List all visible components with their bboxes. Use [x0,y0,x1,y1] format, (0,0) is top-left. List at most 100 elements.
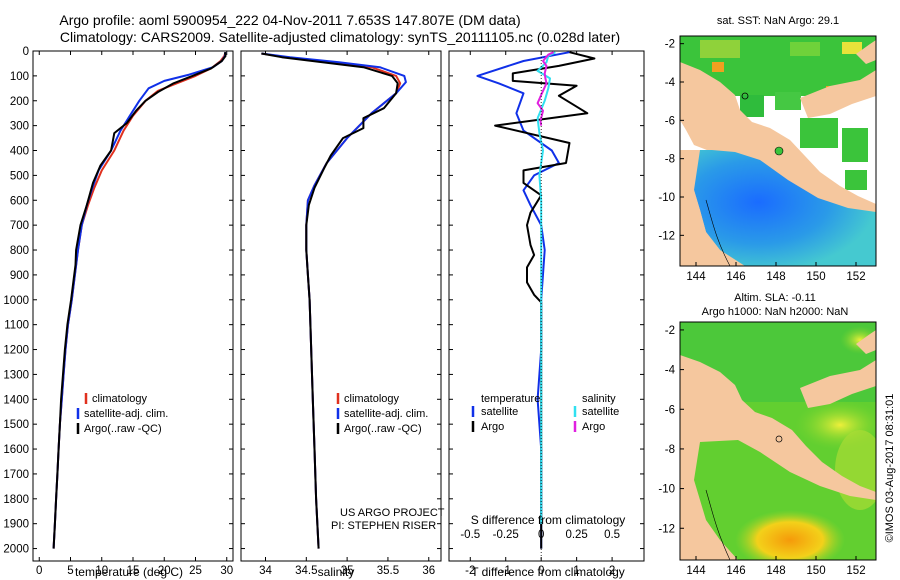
map-y-tick-label: -2 [665,325,675,337]
y-tick-label: 800 [10,245,29,257]
map-y-tick-label: -8 [665,444,675,456]
y-tick-label: 0 [23,46,29,58]
map-x-tick-label: 150 [806,565,825,577]
salinity-series [261,52,407,549]
y-tick-label: 1300 [3,369,29,381]
difference-panel [448,50,645,562]
x-tick-label: 15 [127,565,140,577]
legend-satellite: satellite-adj. clim. [84,408,168,420]
s-difference-title: S difference from climatology [471,513,626,527]
difference-series [476,51,596,561]
s-tick-label: 0.25 [565,529,587,541]
y-tick-label: 700 [10,220,29,232]
sst-map [680,36,876,266]
map-x-tick-label: 144 [686,271,706,283]
s-tick-label: -0.5 [460,529,480,541]
x-tick-label: 0 [538,565,544,577]
map-y-tick-label: -10 [658,484,675,496]
legend-salinity-header: salinity [582,393,616,405]
x-tick-label: 35.5 [377,565,399,577]
x-tick-label: 5 [67,565,73,577]
map-x-tick-label: 152 [846,271,865,283]
x-tick-label: 0 [36,565,42,577]
map-y-tick-label: -12 [658,523,675,535]
y-tick-label: 300 [10,121,29,133]
sla-map [680,322,876,560]
series-line [536,51,555,126]
series-line [494,51,596,549]
salinity-panel [240,50,442,562]
y-tick-label: 900 [10,270,29,282]
map-y-tick-label: -12 [658,230,675,242]
y-tick-label: 2000 [3,544,29,556]
salinity-xlabel: salinity [318,565,355,579]
temperature-xlabel: temperature (deg C) [75,565,183,579]
x-tick-label: 35 [341,565,354,577]
y-tick-label: 1800 [3,494,29,506]
project-label: US ARGO PROJECT [340,507,445,519]
map-y-tick-label: -6 [665,115,675,127]
difference-x-axis: -2 -1 0 1 2 -0.5 -0.25 0 0.25 0.5 [460,51,620,577]
legend-temperature-header: temperature [481,393,540,405]
x-tick-label: 2 [609,565,615,577]
salinity-legend: climatology satellite-adj. clim. Argo(..… [336,393,428,435]
y-tick-label: 1400 [3,394,29,406]
y-tick-label: 1600 [3,444,29,456]
sla-map-title-1: Altim. SLA: -0.11 [734,292,816,304]
map-y-tick-label: -10 [658,192,675,204]
y-tick-label: 1700 [3,469,29,481]
legend-s-satellite: satellite [582,406,619,418]
legend-climatology: climatology [344,393,400,405]
series-line [52,52,227,549]
x-tick-label: 25 [189,565,202,577]
x-tick-label: -2 [465,565,475,577]
temperature-series [52,51,227,549]
y-tick-label: 1000 [3,295,29,307]
legend-argo: Argo(..raw -QC) [84,423,162,435]
map-x-tick-label: 146 [726,565,745,577]
t-difference-xlabel: T difference from climatology [471,565,625,579]
s-tick-label: 0 [538,529,544,541]
s-tick-label: -0.25 [493,529,519,541]
series-line [261,52,399,549]
map-x-tick-label: 148 [766,271,785,283]
sst-map-axes: 144 146 148 150 152 -2 -4 -6 -8 -10 -12 [658,39,865,283]
y-tick-label: 600 [10,195,29,207]
salinity-x-axis: 34 34.5 35 35.5 36 [259,51,435,577]
map-x-tick-label: 148 [766,565,785,577]
pi-label: PI: STEPHEN RISER [331,520,436,532]
x-tick-label: 34.5 [295,565,317,577]
series-line [52,51,227,549]
map-y-tick-label: -4 [665,365,676,377]
legend-s-argo: Argo [582,421,605,433]
sla-map-axes: 144 146 148 150 152 -2 -4 -6 -8 -10 -12 [658,325,865,577]
sla-map-frame [679,321,877,561]
map-x-tick-label: 150 [806,271,825,283]
sst-map-title: sat. SST: NaN Argo: 29.1 [717,15,839,27]
imos-stamp: ©IMOS 03-Aug-2017 08:31:01 [884,394,896,543]
sst-map-frame [679,35,877,267]
series-line [476,51,570,549]
legend-t-argo: Argo [481,421,504,433]
x-tick-label: 36 [422,565,435,577]
legend-satellite: satellite-adj. clim. [344,408,428,420]
map-y-tick-label: -8 [665,154,675,166]
difference-legend: temperature salinity satellite Argo sate… [471,393,619,433]
title-line-2: Climatology: CARS2009. Satellite-adjuste… [60,29,620,45]
depth-axis: 0 100 200 300 400 500 600 700 800 900 1000 1100 1200… [3,46,644,556]
sla-map-title-2: Argo h1000: NaN h2000: NaN [702,306,849,318]
x-tick-label: 20 [158,565,171,577]
x-tick-label: -1 [501,565,511,577]
y-tick-label: 400 [10,146,29,158]
series-line [261,52,402,549]
temperature-panel [32,50,234,562]
y-tick-label: 1900 [3,519,29,531]
map-y-tick-label: -6 [665,404,675,416]
map-x-tick-label: 146 [726,271,745,283]
y-tick-label: 1500 [3,419,29,431]
temperature-legend: climatology satellite-adj. clim. Argo(..… [76,393,168,435]
x-tick-label: 30 [220,565,233,577]
series-line [52,52,227,549]
x-tick-label: 1 [573,565,579,577]
